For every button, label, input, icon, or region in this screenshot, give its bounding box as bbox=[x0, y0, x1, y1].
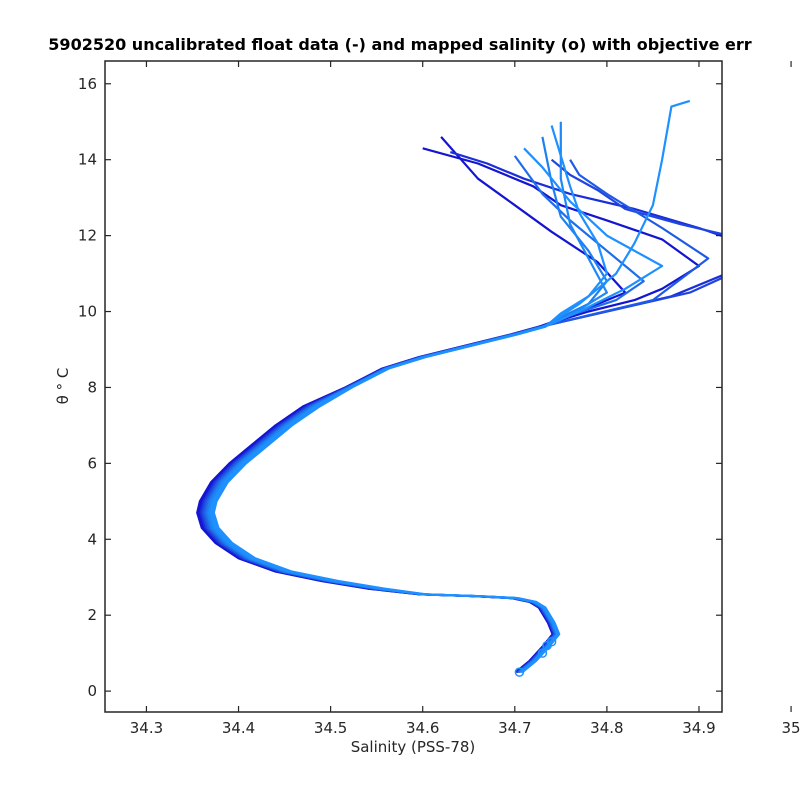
y-tick-label: 4 bbox=[87, 530, 97, 548]
x-tick-label: 34.9 bbox=[682, 719, 715, 737]
data-layer bbox=[196, 99, 722, 677]
y-tick-label: 16 bbox=[78, 75, 97, 93]
chart-title: 5902520 uncalibrated float data (-) and … bbox=[48, 35, 751, 54]
y-tick-label: 0 bbox=[87, 682, 97, 700]
x-tick-label: 34.8 bbox=[590, 719, 623, 737]
axes-frame bbox=[104, 60, 723, 713]
profile-line bbox=[209, 99, 691, 673]
x-tick-label: 34.4 bbox=[222, 719, 255, 737]
plot-area bbox=[196, 99, 722, 677]
profile-line bbox=[199, 151, 722, 673]
x-tick-label: 34.6 bbox=[406, 719, 439, 737]
profile-line bbox=[207, 121, 608, 673]
x-tick-label: 35 bbox=[782, 719, 800, 737]
y-tick-label: 10 bbox=[78, 303, 97, 321]
profile-line bbox=[212, 125, 608, 673]
mapped-salinity-marker bbox=[537, 648, 548, 658]
y-axis-label: θ ° C bbox=[54, 368, 72, 405]
profile-line bbox=[211, 147, 664, 673]
mapped-salinity-marker bbox=[514, 667, 525, 677]
x-axis-label: Salinity (PSS-78) bbox=[351, 738, 476, 756]
mapped-salinity-marker bbox=[546, 637, 557, 647]
y-tick-label: 14 bbox=[78, 151, 97, 169]
profile-line bbox=[196, 147, 701, 673]
y-tick-label: 6 bbox=[87, 454, 97, 472]
y-tick-label: 8 bbox=[87, 378, 97, 396]
y-tick-label: 12 bbox=[78, 227, 97, 245]
y-tick-label: 2 bbox=[87, 606, 97, 624]
x-tick-label: 34.7 bbox=[498, 719, 531, 737]
x-tick-label: 34.5 bbox=[314, 719, 347, 737]
x-tick-label: 34.3 bbox=[130, 719, 163, 737]
ticks-layer: 34.3 34.4 34.5 34.6 34.7 34.8 34.9 35 0 2 4 6 8 10 12 1… bbox=[78, 61, 800, 737]
